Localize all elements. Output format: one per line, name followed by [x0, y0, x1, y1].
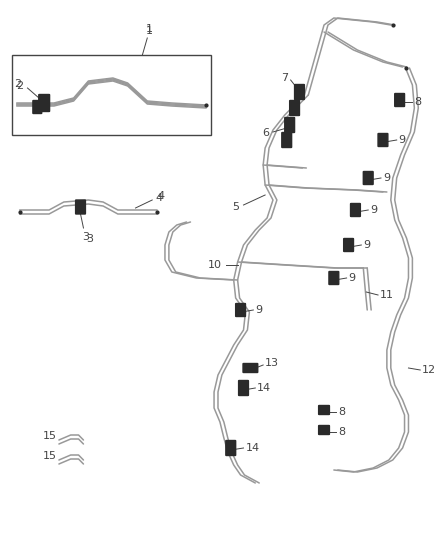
Text: 14: 14 — [257, 383, 272, 393]
Text: 4: 4 — [155, 193, 162, 203]
FancyBboxPatch shape — [226, 440, 236, 456]
Text: 8: 8 — [338, 407, 345, 417]
Text: 9: 9 — [370, 205, 377, 215]
FancyBboxPatch shape — [378, 133, 388, 147]
Text: 15: 15 — [43, 431, 57, 441]
FancyBboxPatch shape — [243, 364, 258, 373]
FancyBboxPatch shape — [318, 406, 329, 415]
Text: 4: 4 — [157, 191, 164, 201]
Bar — [12, 55, 211, 135]
Text: 8: 8 — [338, 427, 345, 437]
Text: 9: 9 — [363, 240, 371, 250]
Text: 9: 9 — [349, 273, 356, 283]
FancyBboxPatch shape — [318, 425, 329, 434]
Text: 1: 1 — [146, 26, 153, 36]
Text: 3: 3 — [82, 232, 89, 242]
FancyBboxPatch shape — [363, 172, 373, 184]
FancyBboxPatch shape — [236, 303, 245, 317]
FancyBboxPatch shape — [239, 381, 248, 395]
Text: 5: 5 — [233, 202, 240, 212]
FancyBboxPatch shape — [344, 238, 353, 252]
FancyBboxPatch shape — [295, 85, 304, 100]
FancyBboxPatch shape — [290, 101, 300, 116]
Text: 13: 13 — [265, 358, 279, 368]
Text: 3: 3 — [86, 234, 93, 244]
Text: 10: 10 — [208, 260, 222, 270]
Text: 11: 11 — [380, 290, 394, 300]
Text: 2: 2 — [14, 79, 21, 89]
Text: 9: 9 — [255, 305, 262, 315]
FancyBboxPatch shape — [39, 94, 49, 111]
Text: 9: 9 — [383, 173, 390, 183]
FancyBboxPatch shape — [395, 93, 405, 107]
FancyBboxPatch shape — [282, 133, 292, 148]
FancyBboxPatch shape — [329, 271, 339, 285]
Text: 7: 7 — [282, 73, 289, 83]
Text: 8: 8 — [414, 97, 421, 107]
Text: 6: 6 — [262, 128, 269, 138]
Text: 14: 14 — [245, 443, 260, 453]
Text: 9: 9 — [399, 135, 406, 145]
Text: 2: 2 — [17, 81, 24, 91]
Text: 1: 1 — [146, 24, 153, 34]
FancyBboxPatch shape — [285, 117, 295, 133]
Text: 12: 12 — [422, 365, 436, 375]
FancyBboxPatch shape — [76, 200, 85, 214]
Text: 15: 15 — [43, 451, 57, 461]
FancyBboxPatch shape — [350, 204, 360, 216]
FancyBboxPatch shape — [33, 101, 42, 114]
